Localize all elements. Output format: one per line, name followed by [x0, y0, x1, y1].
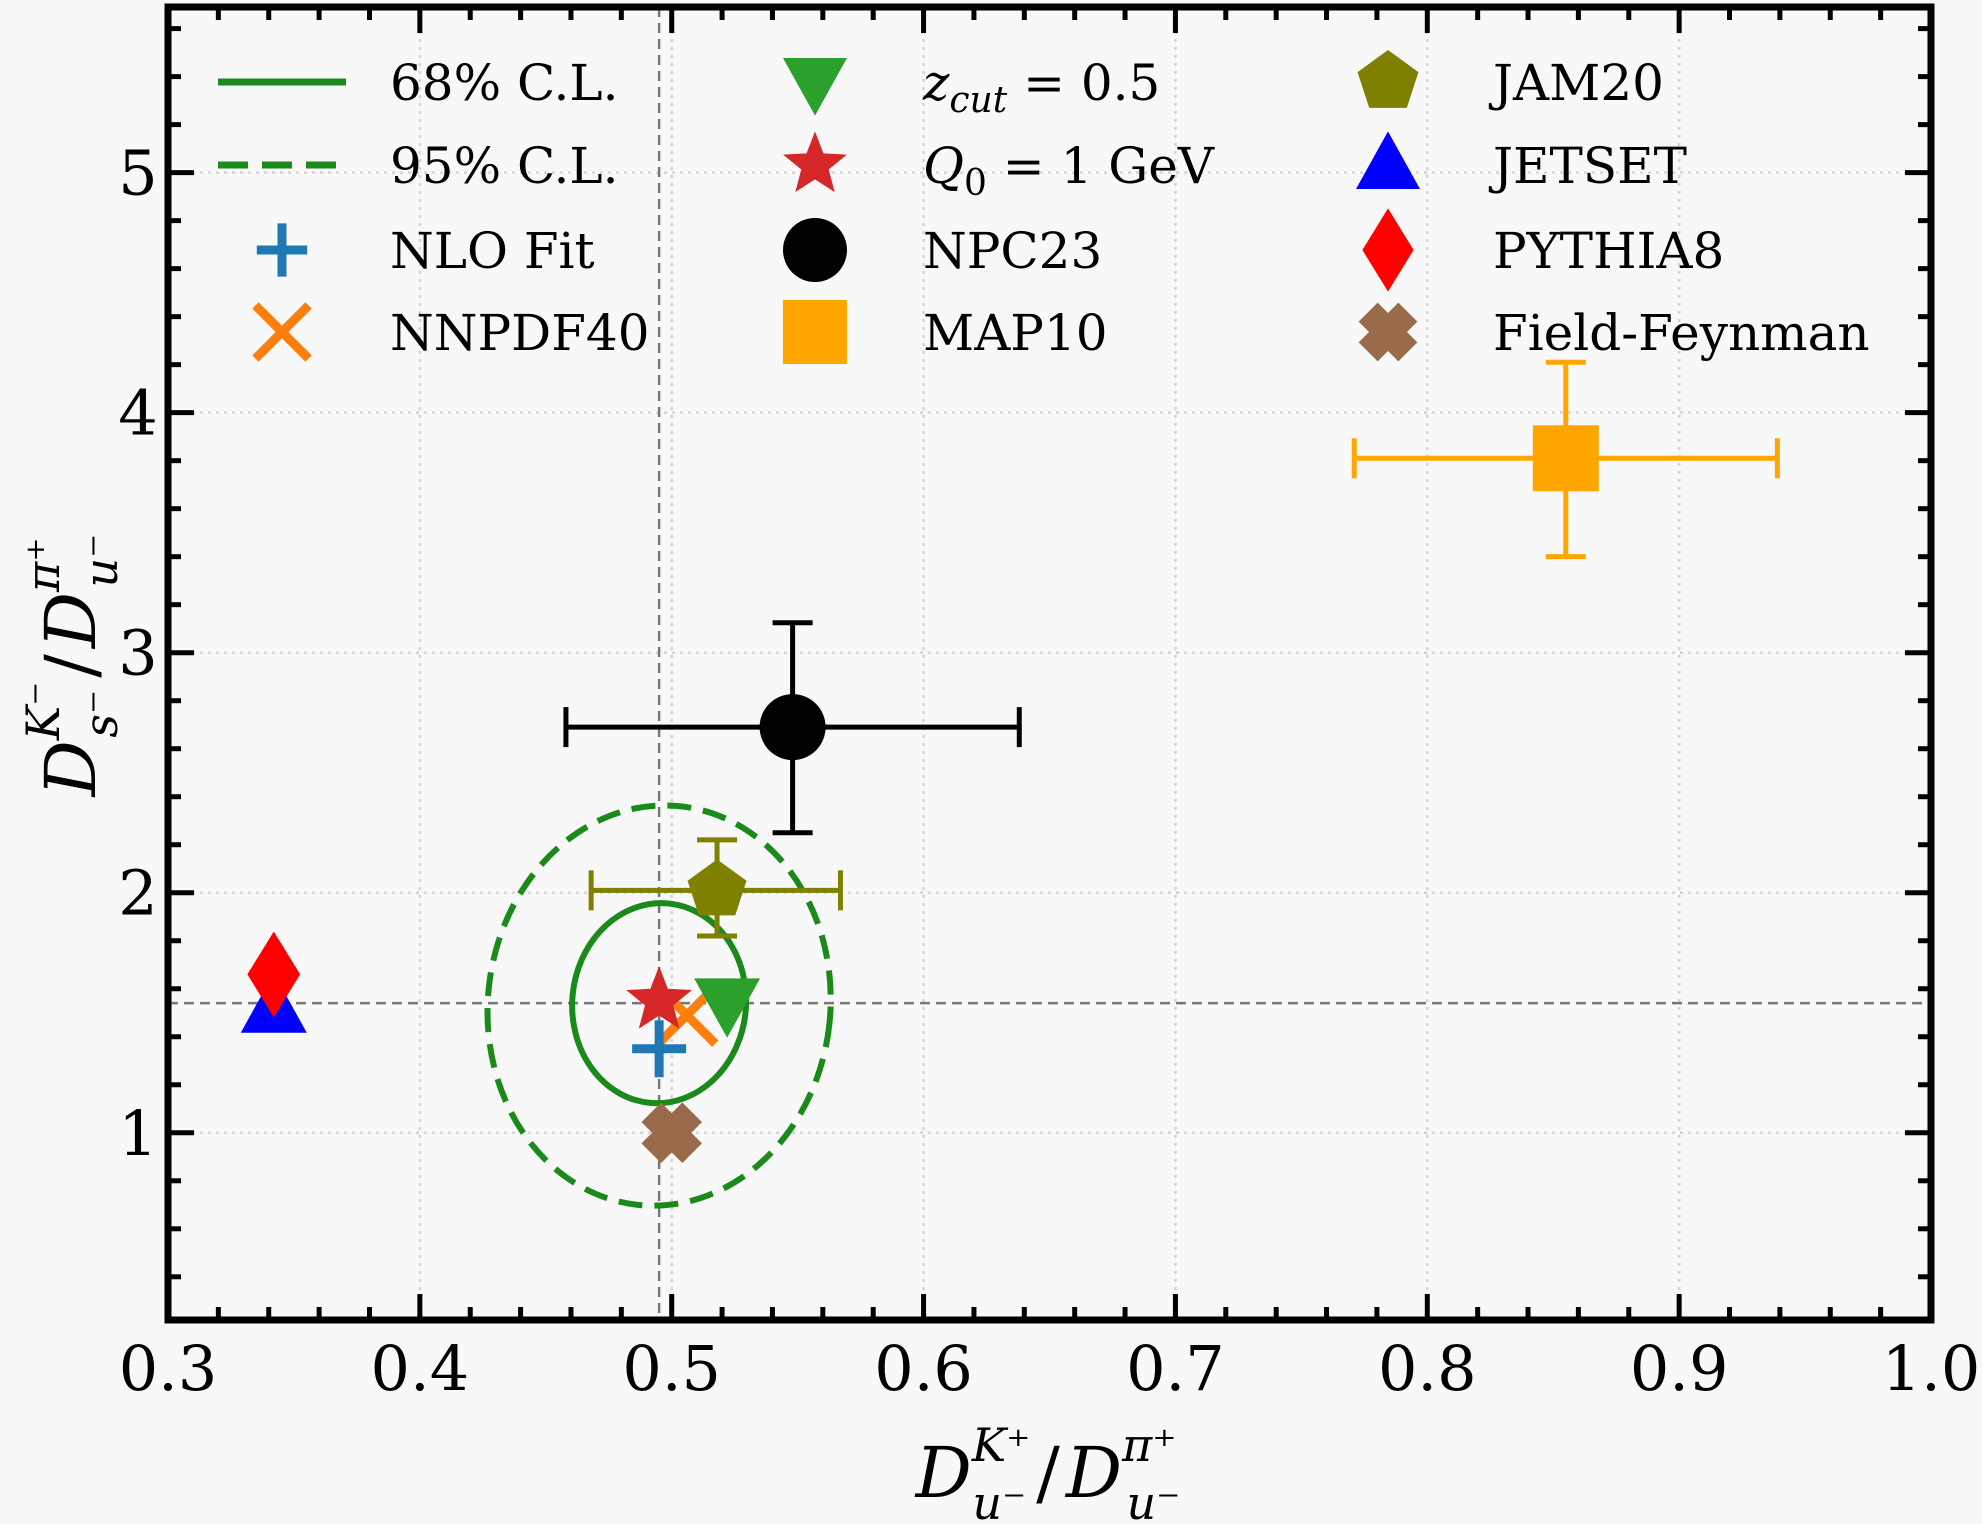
point-jam20: [687, 859, 747, 916]
legend-label: Field-Feynman: [1493, 304, 1870, 362]
grid-lines: [168, 7, 1931, 1320]
x-label-sub1: u⁻: [972, 1476, 1026, 1524]
legend-label-sub: cut: [949, 80, 1007, 121]
legend-label-rest: = 0.5: [1007, 54, 1160, 112]
y-tick-label: 1: [118, 1097, 157, 1170]
y-label-main: D: [30, 740, 112, 798]
ellipse-68cl: [569, 900, 750, 1107]
x-tick-labels: 0.3 0.4 0.5 0.6 0.7 0.8 0.9 1.0: [119, 1332, 1981, 1405]
legend-item-q-0-1-gev: Q0 = 1 GeV: [783, 131, 1215, 204]
legend: 68% C.L. 95% C.L. NLO Fit NNPDF40 zcut = 0.5…: [218, 50, 1870, 364]
plot-frame: [164, 3, 1935, 1324]
legend-marker-square: [783, 300, 847, 364]
x-label-sup2: π⁺: [1121, 1418, 1177, 1472]
ellipse-95cl: [484, 802, 834, 1209]
legend-item-npc23: NPC23: [783, 218, 1102, 282]
legend-label-base: z: [922, 54, 950, 112]
legend-marker-star: [783, 131, 847, 193]
legend-label: MAP10: [923, 304, 1108, 362]
legend-item-pythia8: PYTHIA8: [1362, 208, 1724, 292]
x-label-sub2: u⁻: [1127, 1476, 1181, 1524]
legend-item-nnpdf40: NNPDF40: [252, 302, 650, 362]
y-tick-labels: 1 2 3 4 5: [118, 137, 157, 1170]
legend-label-rest: = 1 GeV: [987, 137, 1215, 195]
point-q-0-1-gev: [626, 966, 693, 1029]
point-map10: [1532, 425, 1599, 492]
legend-marker-pentagon: [1357, 50, 1419, 108]
y-label-sup2: π⁺: [16, 538, 70, 594]
x-label-sep: /: [1036, 1432, 1060, 1514]
x-label-main: D: [914, 1432, 972, 1514]
y-label-sep: /: [30, 654, 112, 678]
x-label-sup1: K⁺: [971, 1418, 1031, 1472]
y-label-sub1: s⁻: [74, 690, 128, 738]
legend-label: NNPDF40: [390, 304, 650, 362]
y-tick-label: 3: [118, 617, 157, 690]
x-tick-label: 0.3: [119, 1332, 218, 1405]
y-axis-label: DK⁻s⁻/Dπ⁺u⁻: [16, 534, 128, 799]
legend-item-jetset: JETSET: [1356, 131, 1687, 195]
y-tick-label: 4: [118, 377, 157, 450]
y-label-sup1: K⁻: [16, 682, 70, 742]
x-tick-label: 0.9: [1630, 1332, 1729, 1405]
legend-label: NLO Fit: [390, 222, 595, 280]
x-tick-label: 0.8: [1378, 1332, 1477, 1405]
data-points: [240, 425, 1599, 1164]
legend-marker-circle: [783, 218, 847, 282]
legend-marker-x: [252, 302, 312, 362]
legend-marker-triangle-down: [783, 58, 847, 116]
legend-item-95-c-l-: 95% C.L.: [218, 137, 619, 195]
y-label-sub2: u⁻: [74, 534, 128, 588]
legend-item-map10: MAP10: [783, 300, 1108, 364]
legend-label: NPC23: [923, 222, 1102, 280]
legend-label: JAM20: [1488, 54, 1664, 112]
x-tick-label: 0.7: [1126, 1332, 1225, 1405]
legend-item-68-c-l-: 68% C.L.: [218, 54, 619, 112]
legend-label-sub: 0: [964, 163, 987, 204]
legend-label: PYTHIA8: [1493, 222, 1724, 280]
point-pythia8: [247, 931, 301, 1018]
legend-marker-plus: [256, 223, 308, 277]
legend-label: zcut = 0.5: [922, 54, 1160, 121]
point-npc23: [759, 694, 826, 761]
point-field-feynman: [641, 1102, 702, 1164]
legend-item-nlo-fit: NLO Fit: [256, 222, 595, 280]
legend-label: 68% C.L.: [390, 54, 619, 112]
x-tick-label: 0.4: [371, 1332, 470, 1405]
confidence-ellipses: [484, 802, 834, 1209]
x-axis-label: DK⁺ u⁻/Dπ⁺ u⁻: [914, 1418, 1181, 1524]
legend-item-z-cut-0-5: zcut = 0.5: [783, 54, 1160, 121]
legend-marker-triangle-up: [1356, 131, 1420, 189]
y-tick-label: 5: [118, 137, 157, 210]
legend-item-field-feynman: Field-Feynman: [1358, 302, 1870, 362]
x-tick-label: 0.5: [622, 1332, 721, 1405]
x-tick-label: 1.0: [1882, 1332, 1981, 1405]
x-label-main2: D: [1064, 1432, 1122, 1514]
point-z-cut-0-5: [694, 978, 761, 1038]
legend-item-jam20: JAM20: [1357, 50, 1664, 112]
legend-label: JETSET: [1488, 137, 1687, 195]
legend-marker-diamond: [1362, 208, 1414, 292]
y-tick-label: 2: [118, 857, 157, 930]
legend-marker-thick-x: [1358, 302, 1418, 362]
point-nlo-fit: [632, 1020, 687, 1078]
legend-label: Q0 = 1 GeV: [923, 137, 1215, 204]
x-tick-label: 0.6: [874, 1332, 973, 1405]
y-label-main2: D: [30, 592, 112, 650]
legend-label-base: Q: [923, 137, 964, 195]
legend-label: 95% C.L.: [390, 137, 619, 195]
